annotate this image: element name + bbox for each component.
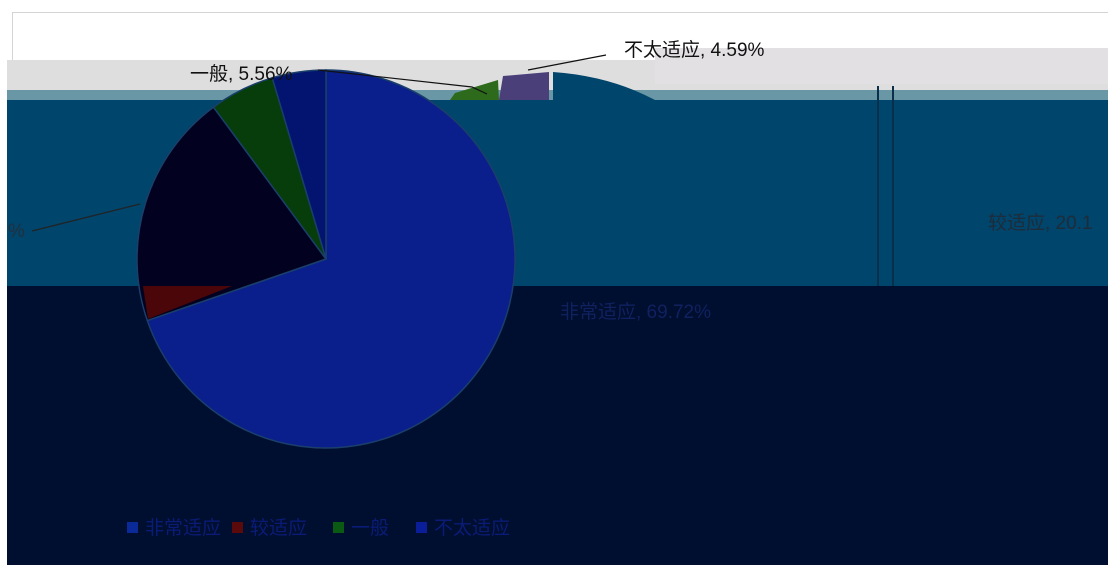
legend-swatch-general: [333, 522, 344, 533]
legend: 非常适应 较适应 一般 不太适应: [127, 517, 510, 539]
pie-slice-top-fragment-green: [450, 80, 499, 100]
pie-slice-top-fragment: [553, 72, 655, 100]
legend-swatch-fairly: [232, 522, 243, 533]
legend-label-very: 非常适应: [145, 517, 221, 539]
frame-left-border: [12, 12, 13, 60]
leader-line-general: [317, 69, 488, 95]
legend-swatch-slightly: [416, 522, 427, 533]
leader-line-slightly: [527, 54, 607, 71]
glitch-band-light-right: [655, 48, 1108, 84]
pie-slices: [136, 69, 516, 449]
pie-slice-1: [136, 106, 328, 322]
pie-slice-0: [146, 69, 516, 449]
data-label-fairly: 较适应, 20.1: [988, 212, 1093, 234]
glitch-divider-1: [877, 86, 879, 286]
data-label-very: 非常适应, 69.72%: [560, 301, 711, 323]
legend-label-slightly: 不太适应: [434, 517, 510, 539]
glitch-divider-2: [892, 86, 894, 286]
legend-label-general: 一般: [351, 517, 389, 539]
pie-slice-artifact: [143, 286, 232, 319]
leader-line-fairly: [31, 203, 141, 232]
pie-slice-top-fragment-violet: [499, 72, 549, 100]
legend-label-fairly: 较适应: [250, 517, 307, 539]
pie-slice-3: [271, 69, 327, 260]
legend-swatch-very: [127, 522, 138, 533]
data-label-general: 一般, 5.56%: [190, 63, 293, 85]
data-label-slightly: 不太适应, 4.59%: [624, 39, 765, 61]
frame-top-border: [12, 12, 1108, 13]
data-label-fragment: %: [8, 221, 25, 242]
